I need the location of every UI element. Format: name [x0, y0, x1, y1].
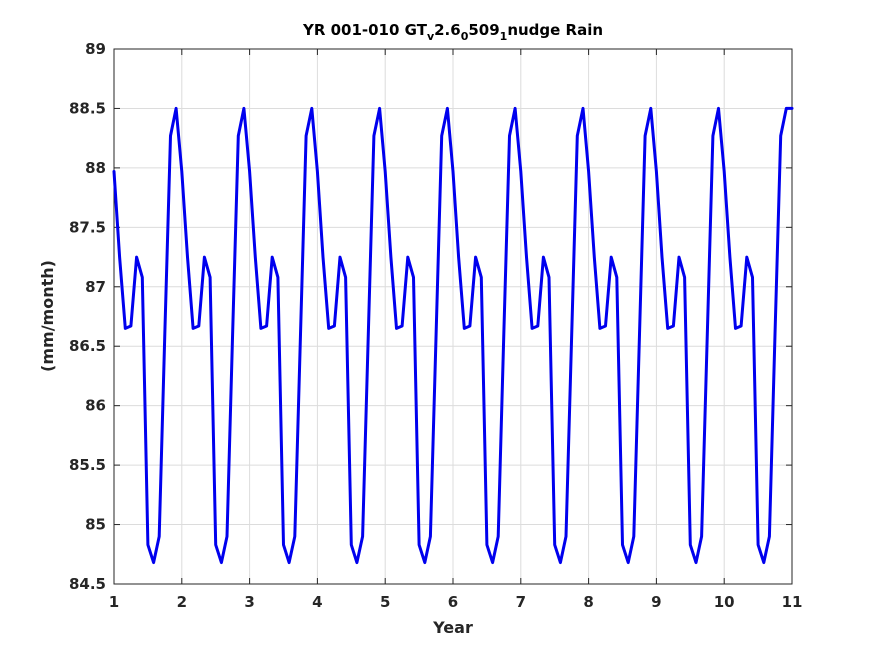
x-tick-label: 11 [782, 593, 803, 611]
y-tick-label: 87 [85, 278, 106, 296]
x-axis-label: Year [432, 618, 473, 637]
x-tick-label: 10 [714, 593, 735, 611]
x-tick-label: 1 [109, 593, 119, 611]
x-tick-label: 6 [448, 593, 458, 611]
x-tick-label: 2 [177, 593, 187, 611]
y-tick-label: 85 [85, 516, 106, 534]
y-tick-labels: 84.5 85 85.5 86 86.5 87 87.5 88 88.5 89 [69, 40, 106, 593]
x-tick-label: 8 [583, 593, 593, 611]
chart-title: YR 001-010 GTv2.605091nudge Rain [302, 21, 603, 43]
x-tick-label: 7 [516, 593, 526, 611]
y-tick-label: 87.5 [69, 218, 106, 236]
y-tick-label: 84.5 [69, 575, 106, 593]
y-axis-label: (mm/month) [38, 260, 57, 372]
y-tick-label: 88.5 [69, 99, 106, 117]
y-tick-label: 88 [85, 159, 106, 177]
x-tick-labels: 1 2 3 4 5 6 7 8 9 10 11 [109, 593, 803, 611]
y-tick-label: 85.5 [69, 456, 106, 474]
y-tick-label: 86 [85, 397, 106, 415]
x-tick-label: 3 [244, 593, 254, 611]
x-tick-label: 9 [651, 593, 661, 611]
x-tick-label: 4 [312, 593, 322, 611]
y-tick-label: 89 [85, 40, 106, 58]
x-tick-label: 5 [380, 593, 390, 611]
series-line [112, 106, 794, 565]
y-tick-label: 86.5 [69, 337, 106, 355]
